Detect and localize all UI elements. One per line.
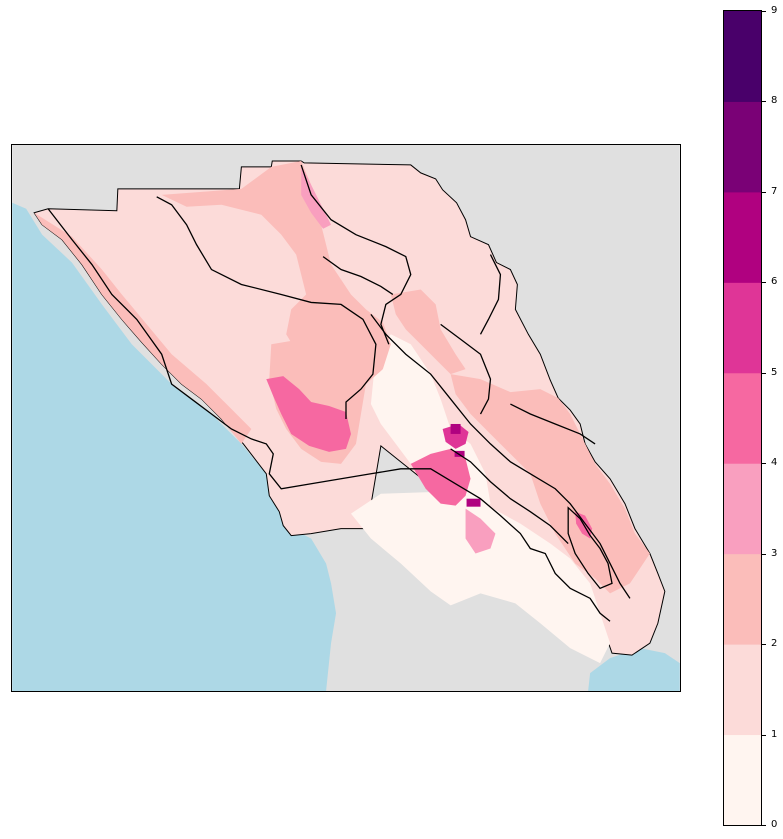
city-peak-3 [466, 498, 481, 507]
colorbar-tick-mark [762, 101, 766, 103]
colorbar-tick-mark [762, 644, 766, 646]
city-peak [450, 423, 461, 434]
city-cluster [410, 448, 471, 506]
colorbar-tick-mark [762, 553, 766, 555]
colorbar-tick-mark [762, 11, 766, 12]
ocean [12, 202, 337, 691]
colorbar-band [724, 191, 761, 283]
ocean-southeast [588, 648, 680, 691]
colorbar-band [724, 282, 761, 374]
colorbar [723, 10, 762, 826]
city-core [442, 423, 469, 449]
map-panel [11, 144, 681, 692]
choropleth-map [12, 145, 680, 691]
colorbar-tick-mark [762, 463, 766, 465]
southern-lowland [350, 491, 611, 664]
colorbar-tick-mark [762, 282, 766, 284]
colorbar-tick-mark [762, 825, 766, 826]
colorbar-gradient [724, 11, 761, 825]
colorbar-band [724, 11, 761, 102]
colorbar-band [724, 372, 761, 464]
western-hotspot [266, 376, 351, 452]
city-peak-2 [454, 450, 465, 457]
colorbar-band [724, 553, 761, 645]
colorbar-band [724, 644, 761, 736]
eastern-hills [450, 374, 650, 594]
colorbar-tick-label: 6 [771, 276, 778, 288]
colorbar-tick-label: 9 [771, 5, 778, 16]
colorbar-tick-label: 8 [771, 95, 778, 107]
colorbar-tick-mark [762, 734, 766, 736]
southern-corridor [465, 508, 496, 554]
colorbar-tick-label: 2 [771, 638, 778, 650]
colorbar-tick-label: 1 [771, 728, 778, 740]
colorbar-tick-label: 7 [771, 185, 778, 197]
colorbar-tick-label: 5 [771, 366, 778, 378]
northern-ridge [161, 160, 391, 395]
colorbar-tick-label: 4 [771, 457, 778, 469]
colorbar-tick-label: 3 [771, 547, 778, 559]
colorbar-tick-label: 0 [771, 819, 778, 830]
colorbar-band [724, 101, 761, 193]
northern-hotspot [301, 164, 332, 229]
colorbar-tick-mark [762, 372, 766, 374]
district-boundaries [47, 164, 631, 622]
colorbar-tick-mark [762, 191, 766, 193]
colorbar-band [724, 734, 761, 825]
colorbar-band [724, 463, 761, 555]
northeast-strip [390, 289, 466, 375]
